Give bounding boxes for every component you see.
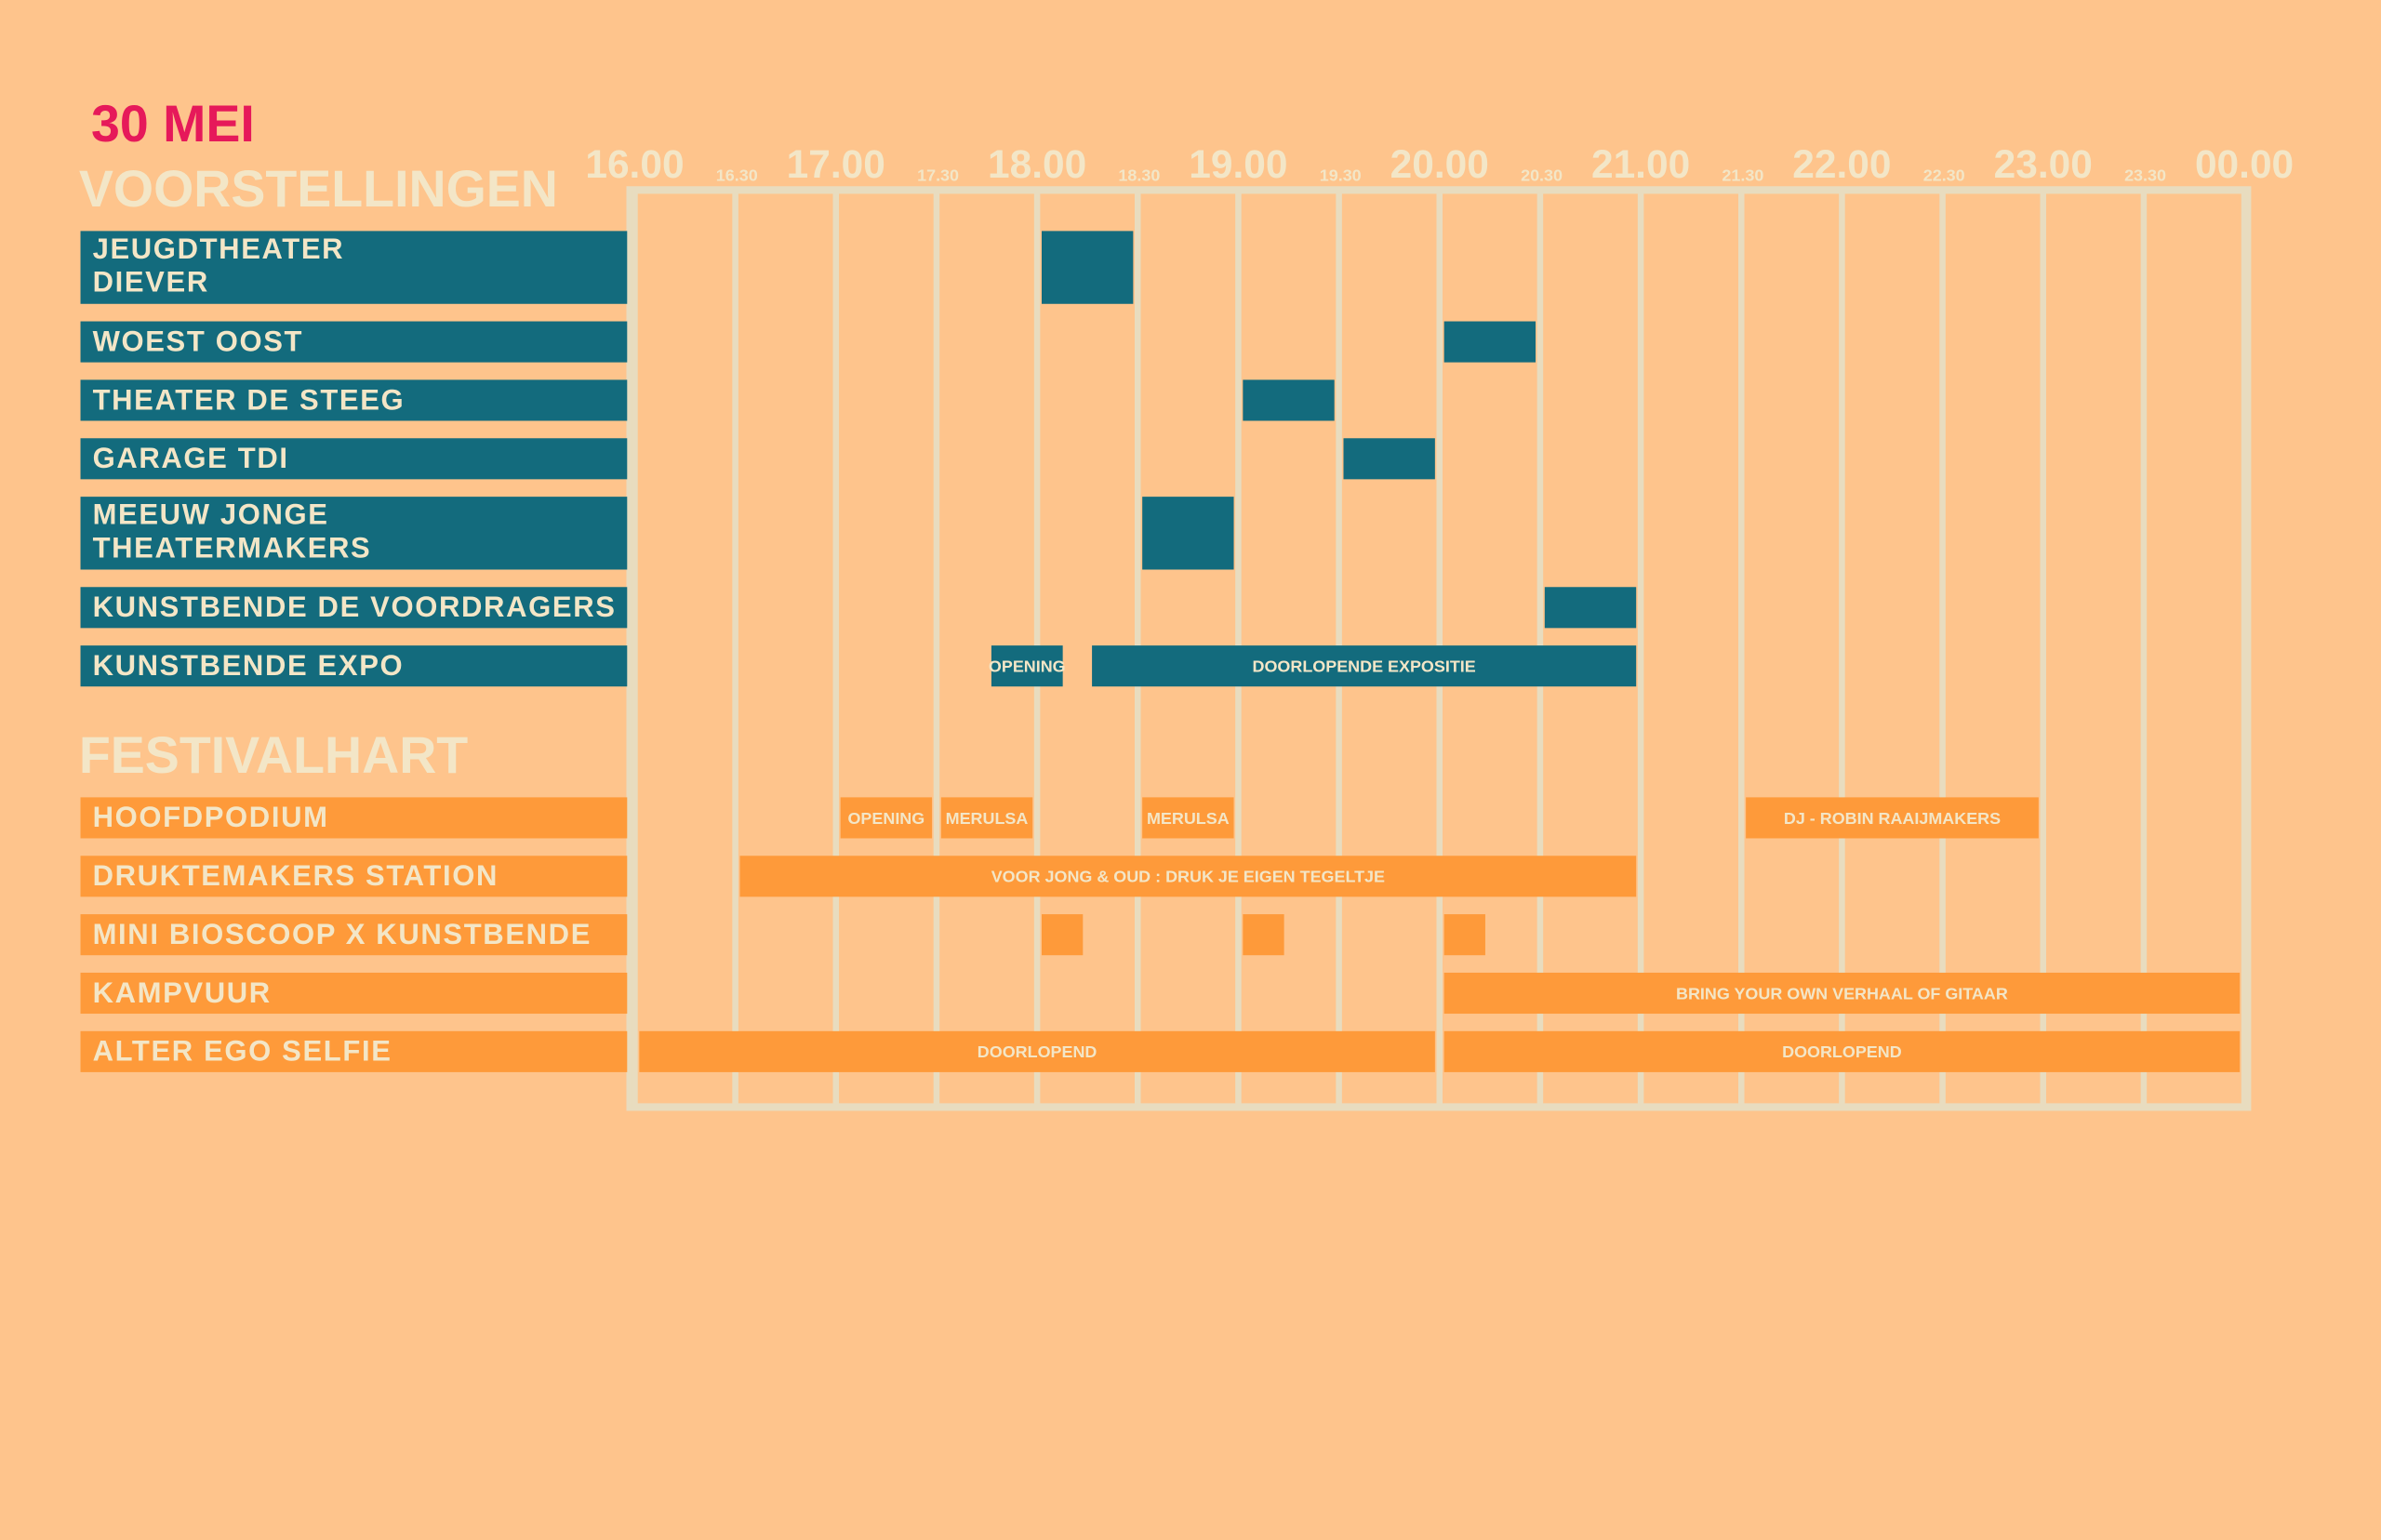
row-label-box <box>80 438 628 480</box>
time-label: 00.00 <box>2195 142 2294 186</box>
event-bar <box>739 856 1637 897</box>
event-bar <box>1243 379 1335 421</box>
row-label: DRUKTEMAKERS STATION <box>93 859 499 892</box>
section-title: FESTIVALHART <box>79 726 468 784</box>
time-label: 18.30 <box>1118 166 1160 184</box>
row-label-box <box>80 587 628 629</box>
time-label: 22.00 <box>1792 142 1891 186</box>
time-label: 19.30 <box>1320 166 1362 184</box>
event-bar <box>1243 914 1284 956</box>
event-bar <box>940 797 1033 839</box>
time-label: 17.00 <box>787 142 885 186</box>
time-label: 20.30 <box>1521 166 1563 184</box>
row-label: KUNSTBENDE DE VOORDRAGERS <box>93 591 617 623</box>
row-label: MEEUW JONGE <box>93 498 329 531</box>
event-bar <box>1042 231 1134 304</box>
row-label-box <box>80 1030 628 1072</box>
row-label: HOOFDPODIUM <box>93 801 329 833</box>
event-label: OPENING <box>847 809 924 828</box>
event-label: MERULSA <box>1147 809 1230 828</box>
event-label: DJ - ROBIN RAAIJMAKERS <box>1784 809 2001 828</box>
time-label: 21.30 <box>1722 166 1763 184</box>
time-label: 23.00 <box>1994 142 2093 186</box>
event-bar <box>1443 914 1485 956</box>
row-label-box <box>80 645 628 687</box>
event-bar <box>1042 914 1084 956</box>
row-label: THEATERMAKERS <box>93 531 372 564</box>
event-label: VOOR JONG & OUD : DRUK JE EIGEN TEGELTJE <box>991 868 1385 886</box>
event-bar <box>1343 438 1435 480</box>
row-label: ALTER EGO SELFIE <box>93 1035 392 1068</box>
row-label-box <box>80 231 628 304</box>
row-label: MINI BIOSCOOP X KUNSTBENDE <box>93 918 592 950</box>
row-label-box <box>80 379 628 421</box>
event-bar <box>1092 645 1637 687</box>
event-label: MERULSA <box>946 809 1029 828</box>
row-label-box <box>80 497 628 570</box>
event-bar <box>1544 587 1637 629</box>
row-label: JEUGDTHEATER <box>93 232 345 265</box>
time-label: 16.30 <box>716 166 758 184</box>
event-bar <box>639 1030 1435 1072</box>
row-label-box <box>80 321 628 363</box>
event-bar <box>840 797 933 839</box>
row-label-box <box>80 856 628 897</box>
time-label: 22.30 <box>1923 166 1965 184</box>
event-bar <box>1746 797 2039 839</box>
event-bar <box>991 645 1063 687</box>
row-label: WOEST OOST <box>93 325 304 357</box>
time-label: 19.00 <box>1189 142 1287 186</box>
event-bar <box>1443 321 1536 363</box>
event-bar <box>1142 497 1234 570</box>
event-label: DOORLOPENDE EXPOSITIE <box>1253 657 1476 676</box>
row-label-box <box>80 972 628 1015</box>
time-label: 17.30 <box>917 166 959 184</box>
row-label: KAMPVUUR <box>93 976 272 1009</box>
row-label-box <box>80 797 628 839</box>
time-label: 18.00 <box>988 142 1086 186</box>
time-label: 20.00 <box>1390 142 1489 186</box>
row-label: KUNSTBENDE EXPO <box>93 649 405 682</box>
event-label: BRING YOUR OWN VERHAAL OF GITAAR <box>1676 984 2008 1002</box>
row-label: THEATER DE STEEG <box>93 383 406 416</box>
event-bar <box>1443 972 2241 1015</box>
event-label: DOORLOPEND <box>978 1042 1097 1061</box>
event-bar <box>1443 1030 2241 1072</box>
time-label: 16.00 <box>585 142 684 186</box>
date: 30 MEI <box>91 95 255 153</box>
row-label: DIEVER <box>93 266 209 299</box>
event-bar <box>1142 797 1234 839</box>
event-label: DOORLOPEND <box>1782 1042 1902 1061</box>
event-label: OPENING <box>989 657 1066 676</box>
time-label: 23.30 <box>2124 166 2166 184</box>
time-label: 21.00 <box>1591 142 1690 186</box>
section-title: VOORSTELLINGEN <box>79 160 558 218</box>
row-label-box <box>80 914 628 956</box>
row-label: GARAGE TDI <box>93 442 289 474</box>
